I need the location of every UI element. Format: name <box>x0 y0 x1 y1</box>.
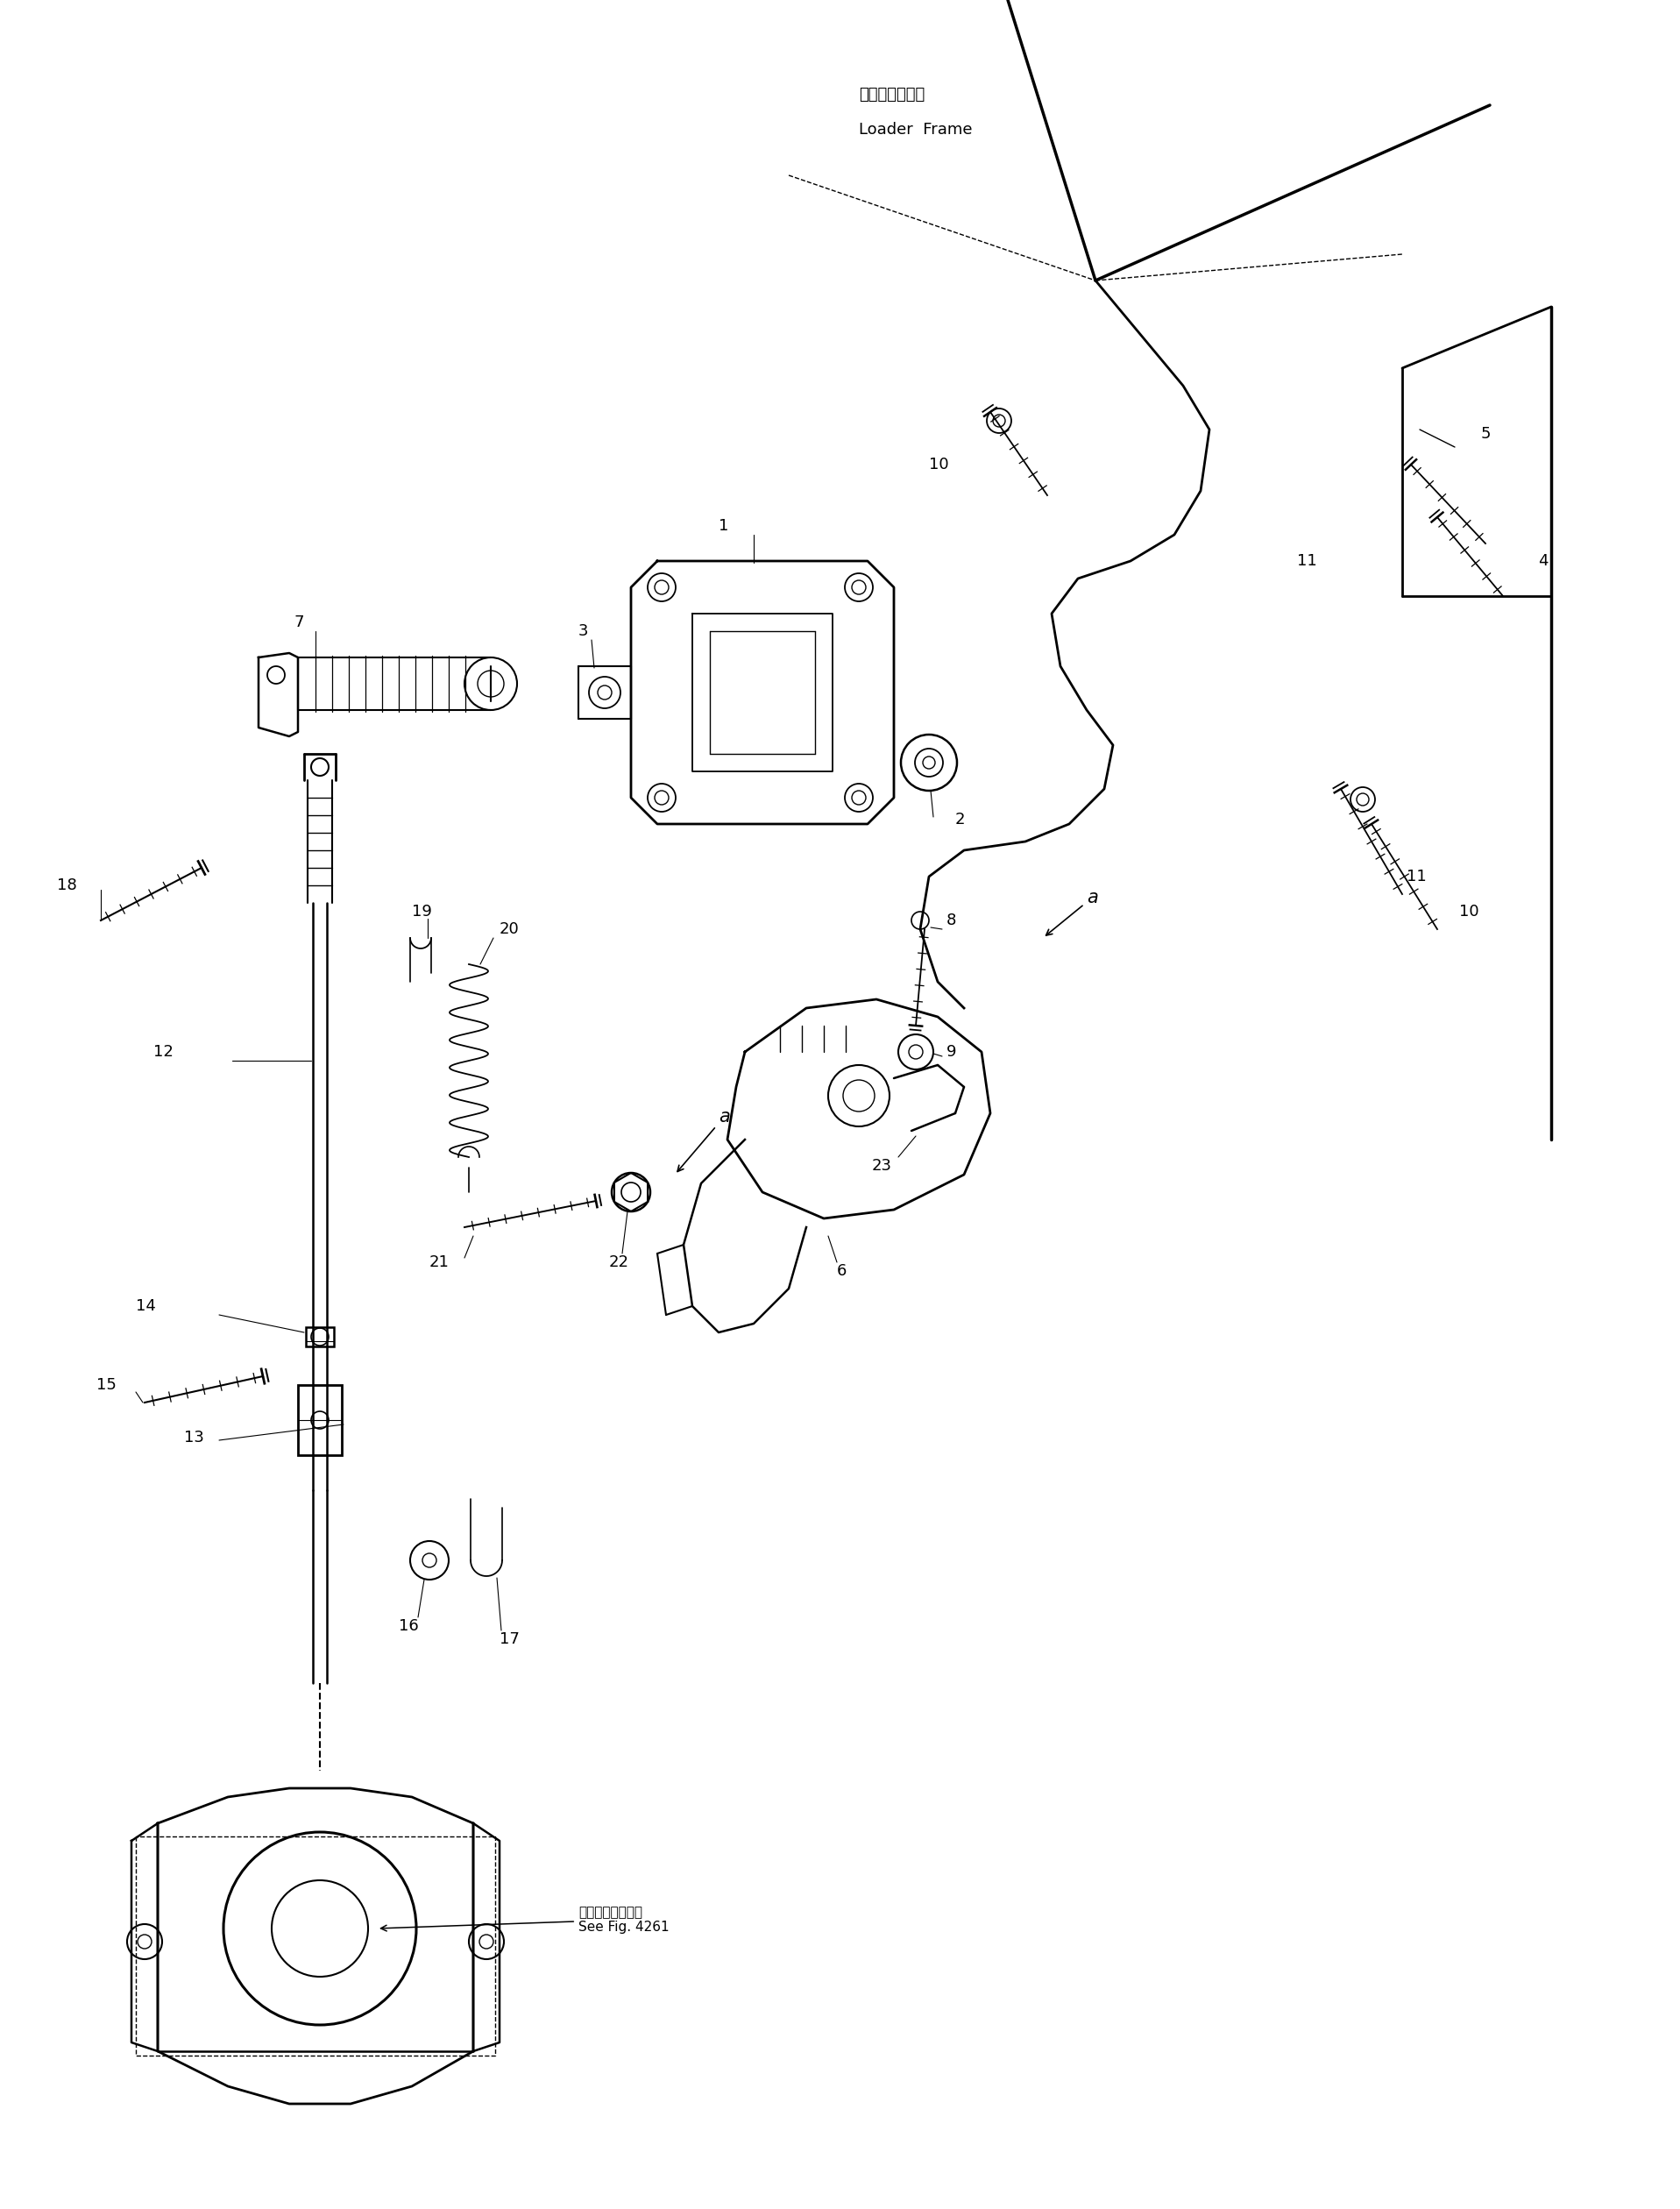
Text: 9: 9 <box>946 1045 956 1060</box>
Text: 12: 12 <box>153 1045 173 1060</box>
Text: 7: 7 <box>294 614 304 630</box>
Text: a: a <box>677 1109 729 1171</box>
Text: ローダフレーム: ローダフレーム <box>858 86 924 102</box>
Text: 17: 17 <box>499 1630 519 1648</box>
Text: 16: 16 <box>398 1619 418 1635</box>
Text: 14: 14 <box>136 1299 156 1314</box>
Text: 1: 1 <box>719 519 729 535</box>
Text: 19: 19 <box>412 903 432 919</box>
Text: 22: 22 <box>610 1255 630 1270</box>
Text: 11: 11 <box>1406 868 1426 884</box>
Bar <box>306 1328 334 1347</box>
Text: 23: 23 <box>872 1158 892 1173</box>
Text: 8: 8 <box>946 912 956 928</box>
Text: 10: 10 <box>1460 903 1478 919</box>
Text: a: a <box>1047 888 1097 934</box>
Text: 6: 6 <box>837 1264 847 1279</box>
Text: 2: 2 <box>956 811 966 828</box>
Text: 3: 3 <box>578 623 588 638</box>
Text: 13: 13 <box>185 1429 203 1445</box>
Text: 11: 11 <box>1297 552 1317 570</box>
Text: 21: 21 <box>430 1255 450 1270</box>
Text: 4: 4 <box>1537 552 1547 570</box>
Text: 15: 15 <box>96 1376 116 1394</box>
Text: Loader  Frame: Loader Frame <box>858 121 973 137</box>
Text: 5: 5 <box>1482 426 1492 442</box>
Text: 第４２６１図参照
See Fig. 4261: 第４２６１図参照 See Fig. 4261 <box>381 1906 669 1933</box>
Text: 18: 18 <box>57 877 77 892</box>
Text: 20: 20 <box>499 921 519 937</box>
Text: 10: 10 <box>929 457 949 473</box>
Bar <box>297 1385 341 1456</box>
